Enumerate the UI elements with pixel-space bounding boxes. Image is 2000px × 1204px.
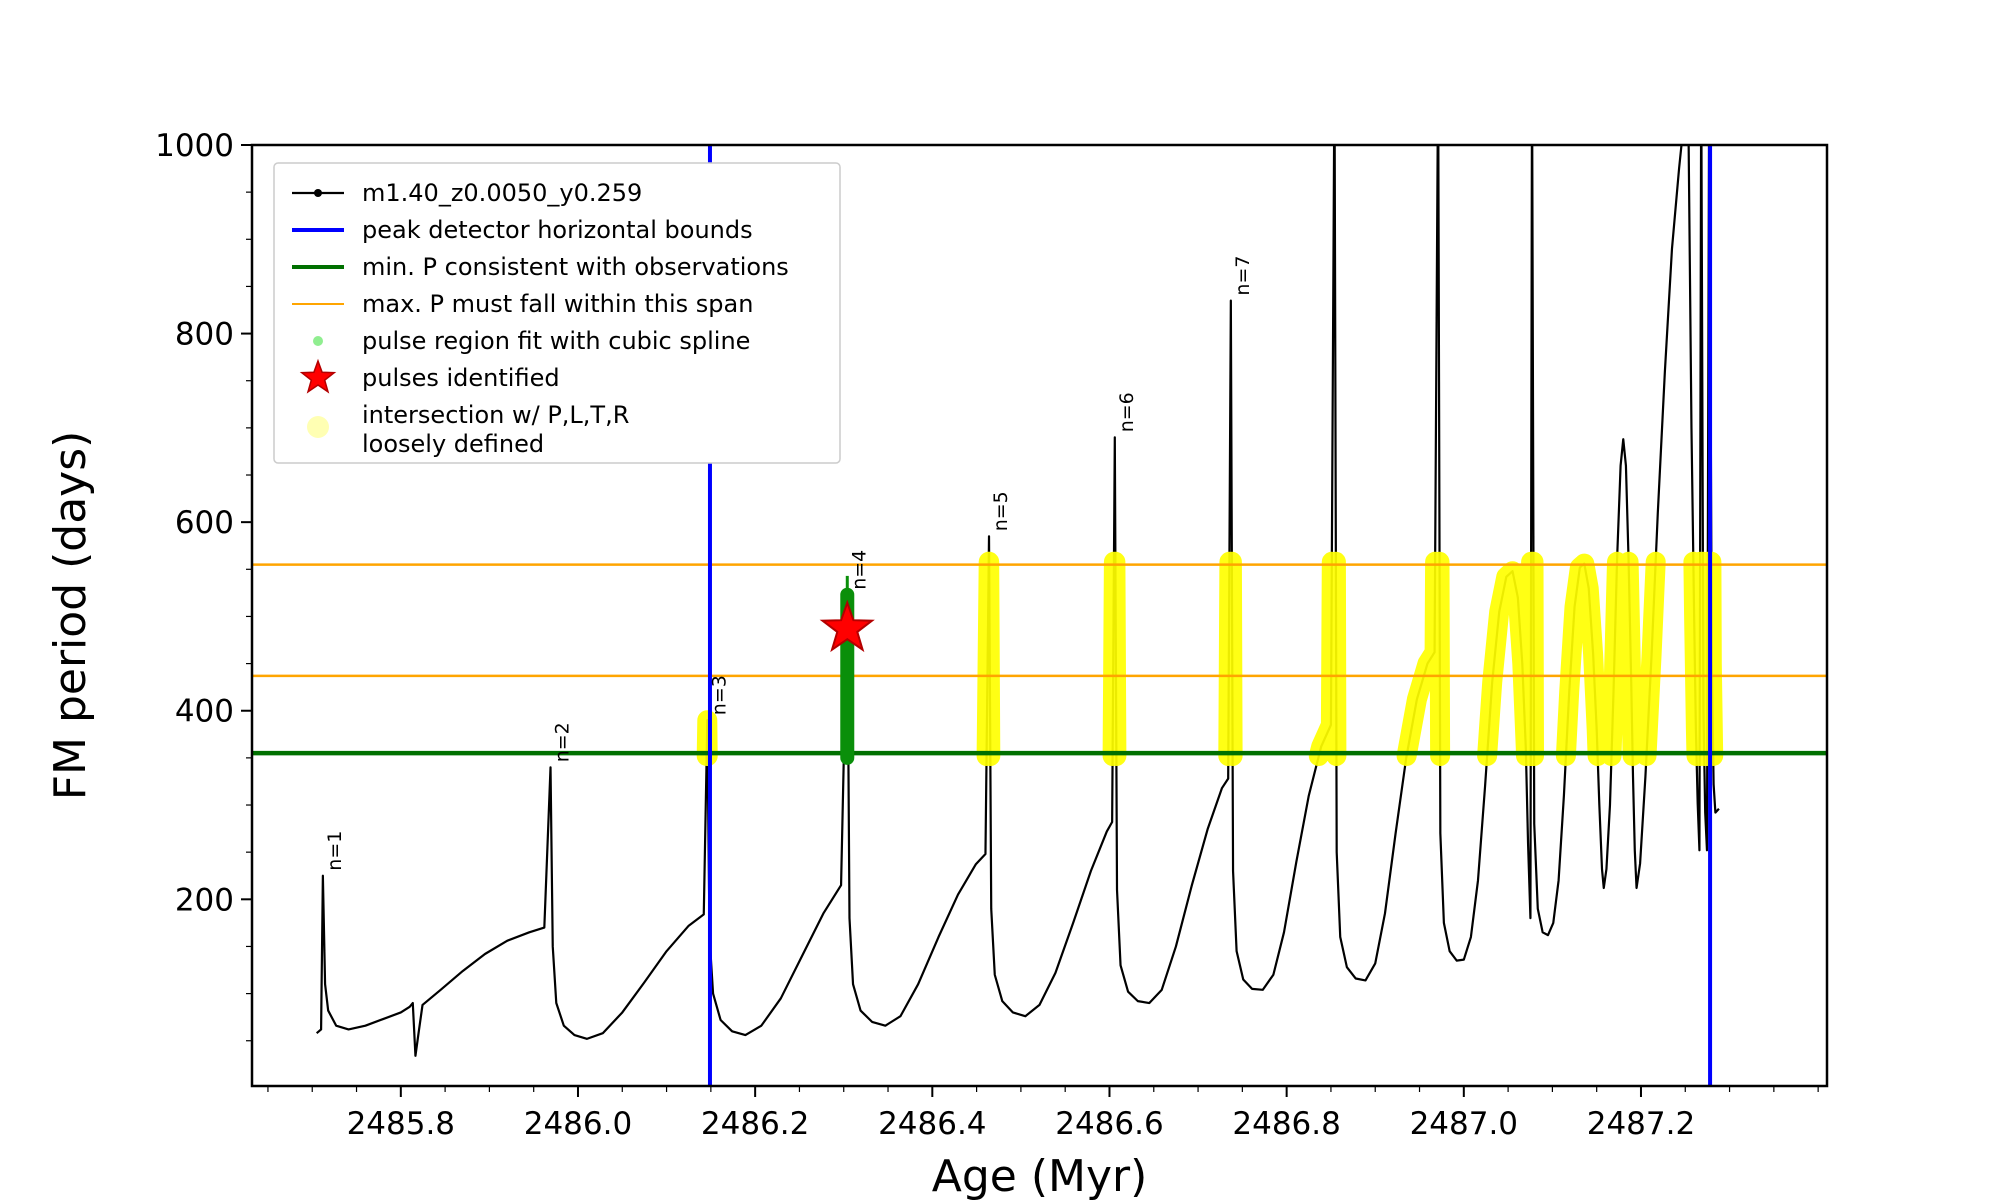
legend-entry-label: intersection w/ P,L,T,R [362, 401, 629, 429]
legend-box [273, 162, 841, 464]
x-tick-label: 2485.8 [347, 1106, 455, 1142]
legend-marker-dot [313, 336, 323, 346]
legend-entry-label: m1.40_z0.0050_y0.259 [362, 179, 642, 207]
x-tick-label: 2487.2 [1587, 1106, 1695, 1142]
peak-label-n-2: n=2 [552, 722, 574, 762]
y-axis: 200 400 600 800 1000 [155, 128, 252, 1042]
y-tick-label: 200 [175, 882, 234, 918]
x-tick-label: 2486.8 [1232, 1106, 1340, 1142]
x-tick-label: 2486.2 [701, 1106, 809, 1142]
legend-entry-label: max. P must fall within this span [362, 290, 753, 318]
y-tick-label: 600 [175, 505, 234, 541]
peak-label-n-1: n=1 [324, 831, 346, 871]
peak-label-n-3: n=3 [708, 675, 730, 715]
peak-label-n-7: n=7 [1232, 256, 1254, 296]
series-line-m1.40_z0.0050_y0.259 [315, 145, 1720, 1057]
pulse-star [819, 599, 875, 653]
legend-marker-star [299, 358, 337, 394]
legend-entry-label: pulses identified [362, 364, 560, 392]
x-tick-label: 2486.4 [878, 1106, 986, 1142]
y-axis-label: FM period (days) [45, 431, 96, 801]
peak-label-n-4: n=4 [848, 550, 870, 590]
intersection-highlight [696, 551, 1724, 766]
legend-marker-dot [307, 416, 329, 438]
legend-marker-dot [314, 189, 322, 197]
x-axis-label: Age (Myr) [932, 1151, 1148, 1200]
x-tick-label: 2487.0 [1410, 1106, 1518, 1142]
legend-entry-label: pulse region fit with cubic spline [362, 327, 750, 355]
legend-entry-label: loosely defined [362, 430, 544, 458]
peak-label-n-5: n=5 [990, 491, 1012, 531]
y-tick-label: 1000 [155, 128, 234, 164]
y-tick-label: 800 [175, 317, 234, 353]
legend-entry-label: min. P consistent with observations [362, 253, 789, 281]
plot-area [252, 145, 1827, 1086]
y-tick-label: 400 [175, 694, 234, 730]
axes-frame [250, 143, 1829, 1088]
x-tick-label: 2486.0 [524, 1106, 632, 1142]
x-axis: 2485.8 2486.0 2486.2 2486.4 2486.6 2486.8 2487… [267, 1086, 1819, 1142]
legend-entry-label: peak detector horizontal bounds [362, 216, 753, 244]
peak-label-n-6: n=6 [1116, 392, 1138, 432]
x-tick-label: 2486.6 [1055, 1106, 1163, 1142]
